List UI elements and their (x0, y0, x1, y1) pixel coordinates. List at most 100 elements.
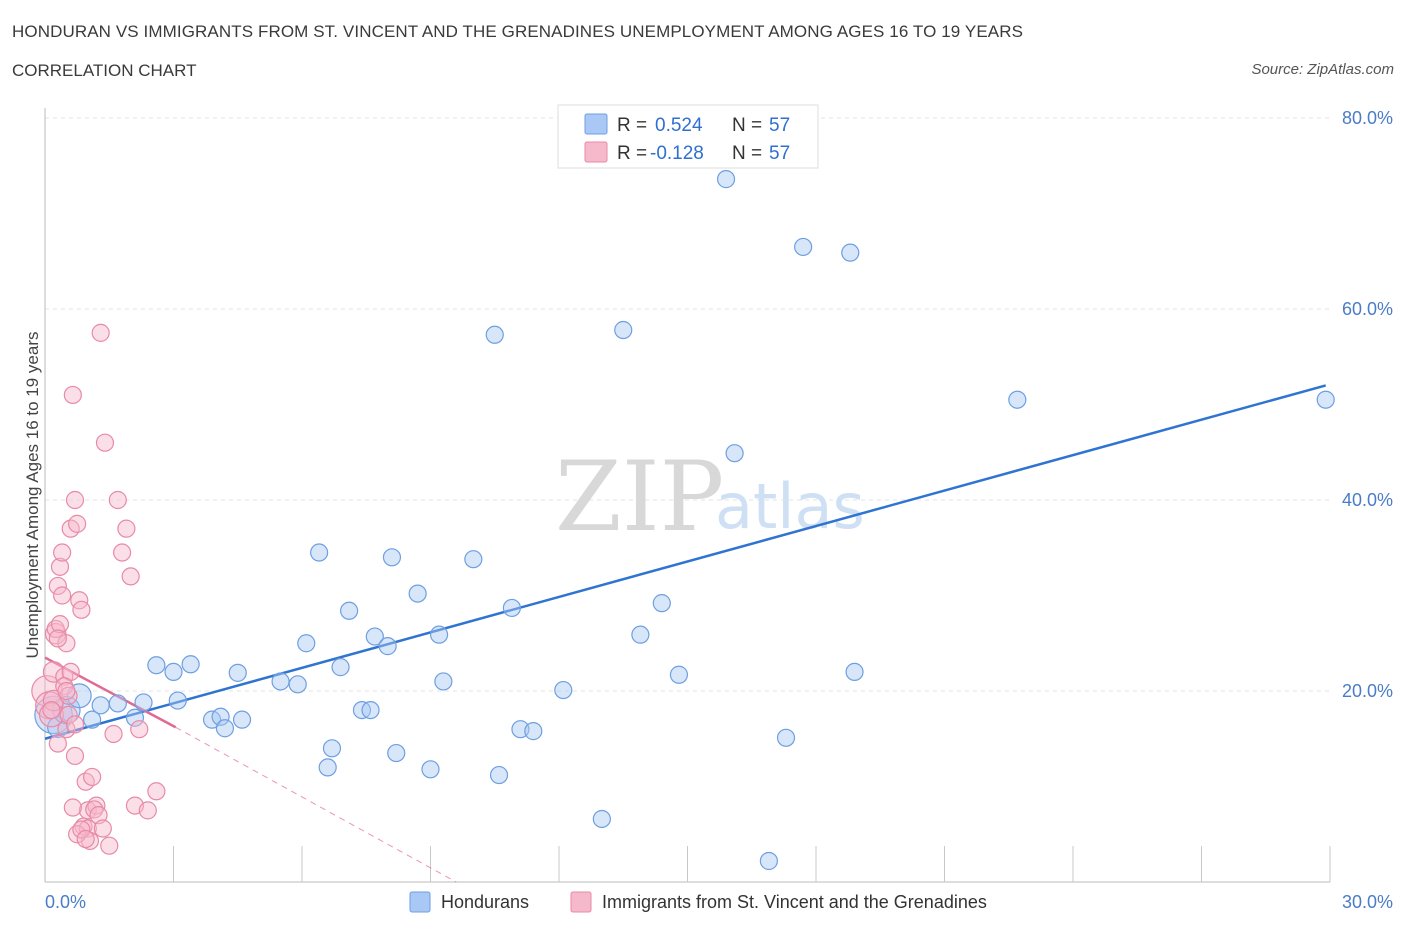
point-hondurans-14 (211, 707, 230, 726)
point-hondurans-27 (361, 700, 380, 720)
point-hondurans-23 (322, 739, 342, 758)
y-tick-label-0: 20.0% (1342, 681, 1393, 701)
point-hondurans-19 (288, 675, 307, 694)
legend-n-label-1: N = (732, 143, 762, 164)
chart-subtitle: CORRELATION CHART (12, 61, 197, 80)
point-immigrants-55 (57, 681, 76, 701)
point-hondurans-41 (524, 722, 543, 741)
point-hondurans-56 (1316, 390, 1335, 409)
point-immigrants-41 (147, 782, 166, 801)
point-immigrants-20 (68, 514, 87, 533)
legend-n-label-0: N = (732, 115, 762, 136)
point-immigrants-8 (50, 557, 70, 576)
y-tick-label-1: 40.0% (1342, 490, 1393, 510)
point-immigrants-30 (91, 323, 110, 342)
trend-line-0 (44, 384, 1327, 740)
point-hondurans-3 (66, 683, 92, 709)
watermark: ZIP atlas (555, 441, 865, 553)
point-immigrants-6 (48, 576, 67, 596)
point-immigrants-49 (72, 820, 91, 839)
point-hondurans-37 (485, 325, 504, 344)
point-hondurans-46 (652, 594, 671, 613)
point-hondurans-15 (215, 719, 234, 738)
point-hondurans-10 (164, 662, 183, 682)
series-legend-swatch-hondurans (409, 891, 431, 913)
point-immigrants-0 (31, 675, 64, 707)
point-immigrants-2 (38, 702, 64, 728)
point-immigrants-14 (59, 705, 78, 724)
point-immigrants-17 (63, 385, 82, 405)
series-legend-label-immigrants: Immigrants from St. Vincent and the Gren… (602, 892, 987, 912)
watermark-atlas: atlas (715, 470, 865, 543)
legend-n-value-0: 57 (769, 115, 790, 136)
point-hondurans-8 (134, 693, 153, 712)
point-hondurans-9 (147, 656, 166, 675)
point-immigrants-28 (83, 767, 102, 787)
point-immigrants-33 (104, 724, 123, 744)
point-hondurans-35 (434, 672, 453, 691)
point-immigrants-19 (65, 746, 85, 766)
point-hondurans-16 (228, 663, 247, 682)
point-hondurans-54 (845, 662, 864, 682)
point-hondurans-44 (614, 320, 633, 340)
y-tick-label-2: 60.0% (1342, 299, 1393, 319)
point-immigrants-36 (117, 519, 136, 538)
point-hondurans-53 (841, 243, 860, 262)
point-hondurans-21 (310, 543, 329, 562)
x-tick-label-0: 0.0% (45, 892, 86, 912)
point-immigrants-47 (63, 798, 82, 817)
point-immigrants-35 (112, 543, 132, 562)
point-immigrants-53 (93, 819, 112, 838)
watermark-zip: ZIP (555, 441, 724, 553)
point-hondurans-29 (378, 637, 397, 656)
point-hondurans-48 (716, 170, 736, 189)
correlation-legend: R = 0.524 N = 57 R = -0.128 N = 57 (557, 104, 819, 169)
x-axis-ticks: 0.0% 30.0% (45, 892, 1393, 912)
point-immigrants-5 (44, 622, 67, 645)
point-immigrants-7 (48, 734, 67, 753)
point-hondurans-43 (592, 809, 611, 829)
legend-n-value-1: 57 (769, 143, 790, 164)
point-immigrants-10 (53, 586, 72, 605)
point-hondurans-24 (331, 658, 350, 677)
point-immigrants-13 (57, 634, 76, 653)
point-hondurans-55 (1008, 390, 1027, 409)
point-hondurans-4 (83, 710, 102, 729)
point-hondurans-30 (382, 548, 402, 567)
point-immigrants-39 (130, 720, 149, 739)
point-hondurans-50 (759, 851, 778, 871)
point-immigrants-56 (65, 715, 85, 734)
trend-line-2 (175, 726, 457, 883)
point-immigrants-32 (100, 836, 119, 855)
point-hondurans-12 (181, 655, 200, 674)
point-hondurans-42 (554, 680, 573, 700)
series-legend-swatch-immigrants (570, 891, 592, 913)
point-immigrants-44 (50, 615, 70, 634)
point-hondurans-25 (340, 601, 359, 620)
point-hondurans-33 (421, 760, 440, 779)
point-immigrants-40 (138, 801, 157, 820)
point-hondurans-45 (631, 625, 650, 644)
legend-r-value-1: -0.128 (650, 143, 704, 164)
grid-lines (45, 117, 1330, 692)
point-hondurans-5 (91, 696, 110, 715)
point-immigrants-34 (108, 490, 127, 510)
point-immigrants-22 (72, 600, 91, 619)
point-hondurans-31 (387, 743, 406, 763)
point-hondurans-36 (464, 550, 483, 569)
axes (44, 108, 1331, 883)
legend-r-label-0: R = (617, 115, 647, 136)
point-immigrants-25 (78, 801, 97, 820)
point-hondurans-28 (365, 627, 384, 646)
legend-swatch-hondurans (584, 113, 608, 135)
point-hondurans-6 (108, 694, 127, 713)
y-axis-ticks: 20.0% 40.0% 60.0% 80.0% (1342, 108, 1393, 701)
point-hondurans-18 (271, 672, 290, 691)
trend-line-1 (44, 656, 177, 729)
point-immigrants-3 (42, 661, 65, 683)
point-immigrants-52 (89, 806, 108, 825)
point-immigrants-12 (57, 720, 76, 739)
legend-r-value-0: 0.524 (655, 115, 703, 136)
point-hondurans-52 (794, 237, 813, 257)
